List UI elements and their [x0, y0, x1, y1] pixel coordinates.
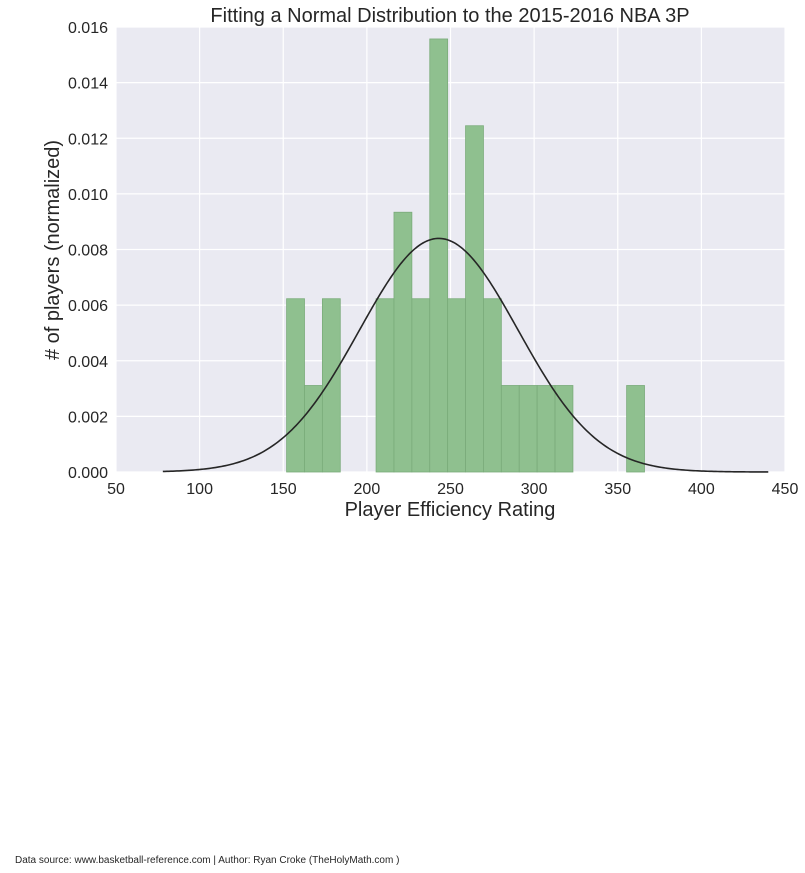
normal-fit-curve	[162, 237, 769, 473]
histogram-bar	[554, 385, 574, 473]
histogram-bar	[626, 385, 645, 473]
histogram-bar	[304, 385, 323, 473]
y-tick-label: 0.002	[68, 409, 108, 426]
histogram-bar	[429, 38, 449, 473]
x-tick-label: 200	[354, 481, 381, 498]
histogram-bar	[447, 298, 466, 473]
histogram-bar	[500, 385, 520, 473]
chart-title: Fitting a Normal Distribution to the 201…	[210, 5, 689, 27]
histogram-bar	[375, 298, 395, 473]
source-footnote: Data source: www.basketball-reference.co…	[15, 855, 400, 866]
histogram-bar	[411, 298, 431, 473]
x-tick-label: 400	[688, 481, 715, 498]
y-axis-label: # of players (normalized)	[42, 140, 64, 360]
y-tick-label: 0.016	[68, 20, 108, 37]
y-tick-labels: 0.000 0.002 0.004 0.006 0.008 0.010 0.012 0.014…	[68, 20, 108, 482]
y-tick-label: 0.014	[68, 76, 108, 93]
x-tick-label: 250	[437, 481, 464, 498]
histogram-bar	[393, 211, 413, 473]
histogram-bars	[286, 38, 645, 473]
x-tick-label: 100	[186, 481, 213, 498]
histogram-bar	[483, 298, 502, 473]
x-axis-label: Player Efficiency Rating	[345, 499, 556, 521]
x-tick-label: 50	[107, 481, 125, 498]
x-tick-label: 150	[270, 481, 297, 498]
x-tick-labels: 50 100 150 200 250 300 350 400 450	[107, 481, 798, 498]
x-tick-label: 450	[772, 481, 799, 498]
histogram-bar	[321, 298, 341, 473]
y-tick-label: 0.012	[68, 131, 108, 148]
y-tick-label: 0.008	[68, 243, 108, 260]
histogram-bar	[518, 385, 538, 473]
y-tick-label: 0.000	[68, 465, 108, 482]
histogram-bar	[286, 298, 305, 473]
y-tick-label: 0.004	[68, 354, 108, 371]
x-tick-label: 300	[521, 481, 548, 498]
y-tick-label: 0.010	[68, 187, 108, 204]
x-tick-label: 350	[604, 481, 631, 498]
histogram-bar	[465, 125, 484, 473]
y-tick-label: 0.006	[68, 298, 108, 315]
histogram-bar	[536, 385, 556, 473]
